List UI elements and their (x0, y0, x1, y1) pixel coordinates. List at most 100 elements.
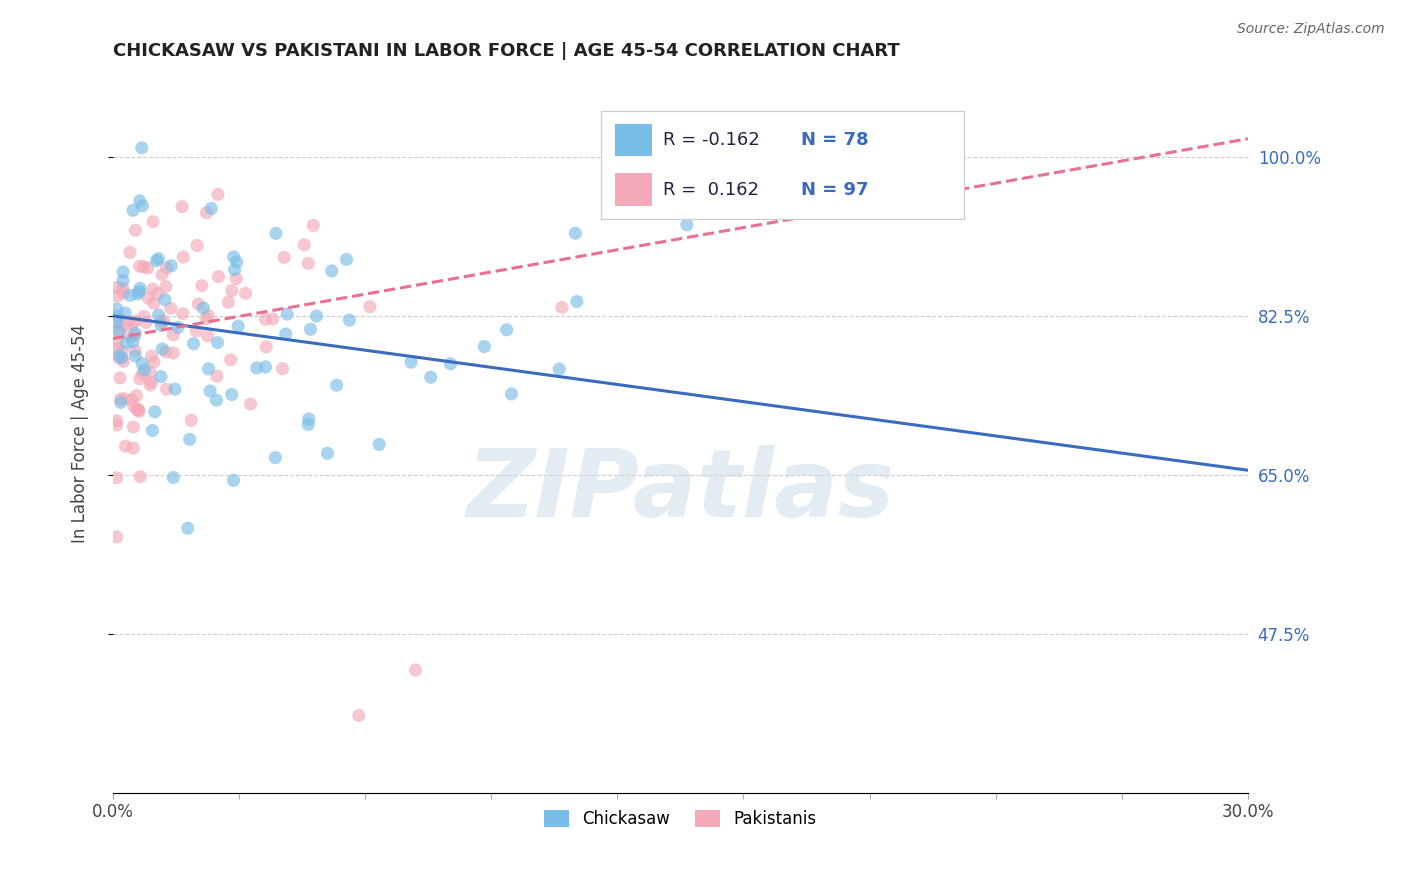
Pakistanis (122, 399, 145, 413)
Chickasaw (224, 262, 246, 277)
Chickasaw (162, 470, 184, 484)
Pakistanis (124, 343, 146, 358)
Pakistanis (262, 312, 284, 326)
Chickasaw (316, 446, 339, 460)
Chickasaw (115, 336, 138, 351)
Chickasaw (246, 360, 269, 375)
Text: CHICKASAW VS PAKISTANI IN LABOR FORCE | AGE 45-54 CORRELATION CHART: CHICKASAW VS PAKISTANI IN LABOR FORCE | … (112, 42, 900, 60)
Chickasaw (120, 288, 142, 302)
Chickasaw (205, 393, 228, 408)
Pakistanis (172, 250, 194, 264)
Pakistanis (127, 403, 149, 417)
Pakistanis (108, 371, 131, 385)
Pakistanis (128, 259, 150, 273)
Pakistanis (239, 397, 262, 411)
Chickasaw (495, 323, 517, 337)
Chickasaw (110, 395, 132, 409)
Pakistanis (112, 285, 135, 300)
Chickasaw (163, 382, 186, 396)
Chickasaw (183, 336, 205, 351)
Pakistanis (135, 316, 157, 330)
Pakistanis (105, 417, 128, 432)
Pakistanis (156, 260, 179, 275)
Pakistanis (114, 439, 136, 453)
Chickasaw (472, 339, 495, 353)
Chickasaw (439, 357, 461, 371)
Pakistanis (125, 402, 148, 417)
Pakistanis (142, 282, 165, 296)
Chickasaw (145, 253, 167, 268)
Pakistanis (141, 349, 163, 363)
Chickasaw (264, 450, 287, 465)
Chickasaw (124, 349, 146, 363)
Pakistanis (105, 335, 128, 350)
Chickasaw (148, 308, 170, 322)
Pakistanis (180, 413, 202, 427)
Pakistanis (136, 291, 159, 305)
Chickasaw (153, 293, 176, 307)
Pakistanis (131, 367, 153, 381)
Chickasaw (131, 141, 153, 155)
Pakistanis (191, 278, 214, 293)
Chickasaw (112, 274, 135, 288)
Pakistanis (195, 206, 218, 220)
Chickasaw (299, 322, 322, 336)
Pakistanis (159, 301, 181, 316)
Pakistanis (172, 200, 194, 214)
Pakistanis (139, 366, 162, 380)
Chickasaw (274, 327, 297, 342)
Chickasaw (179, 432, 201, 446)
Pakistanis (132, 260, 155, 274)
Pakistanis (186, 238, 208, 252)
Chickasaw (150, 342, 173, 356)
Chickasaw (105, 301, 128, 316)
Chickasaw (111, 351, 134, 365)
Pakistanis (254, 340, 277, 354)
Pakistanis (225, 271, 247, 285)
Chickasaw (121, 334, 143, 349)
Chickasaw (107, 309, 129, 323)
Chickasaw (200, 202, 222, 216)
Pakistanis (122, 441, 145, 455)
Pakistanis (146, 286, 169, 301)
Pakistanis (105, 414, 128, 428)
Chickasaw (128, 194, 150, 208)
Chickasaw (198, 384, 221, 398)
Chickasaw (368, 437, 391, 451)
Pakistanis (128, 404, 150, 418)
Pakistanis (205, 369, 228, 384)
Chickasaw (149, 369, 172, 384)
Chickasaw (124, 326, 146, 341)
Pakistanis (139, 378, 162, 392)
Pakistanis (124, 223, 146, 237)
Pakistanis (118, 245, 141, 260)
Pakistanis (122, 317, 145, 331)
Chickasaw (143, 405, 166, 419)
Chickasaw (298, 412, 321, 426)
Pakistanis (143, 355, 166, 369)
Pakistanis (142, 215, 165, 229)
Pakistanis (207, 187, 229, 202)
Pakistanis (121, 392, 143, 407)
Pakistanis (172, 307, 194, 321)
Pakistanis (254, 312, 277, 326)
Chickasaw (254, 359, 277, 374)
Pakistanis (105, 323, 128, 337)
Chickasaw (335, 252, 357, 267)
Chickasaw (134, 363, 156, 377)
Chickasaw (148, 252, 170, 266)
Pakistanis (122, 420, 145, 434)
Chickasaw (105, 315, 128, 329)
Chickasaw (501, 387, 523, 401)
Pakistanis (105, 530, 128, 544)
Pakistanis (155, 382, 177, 396)
Pakistanis (107, 289, 129, 303)
Pakistanis (155, 344, 177, 359)
Chickasaw (141, 424, 163, 438)
Chickasaw (305, 309, 328, 323)
Pakistanis (217, 295, 239, 310)
Pakistanis (195, 311, 218, 326)
Chickasaw (193, 301, 215, 315)
Pakistanis (273, 251, 295, 265)
Chickasaw (131, 357, 153, 371)
